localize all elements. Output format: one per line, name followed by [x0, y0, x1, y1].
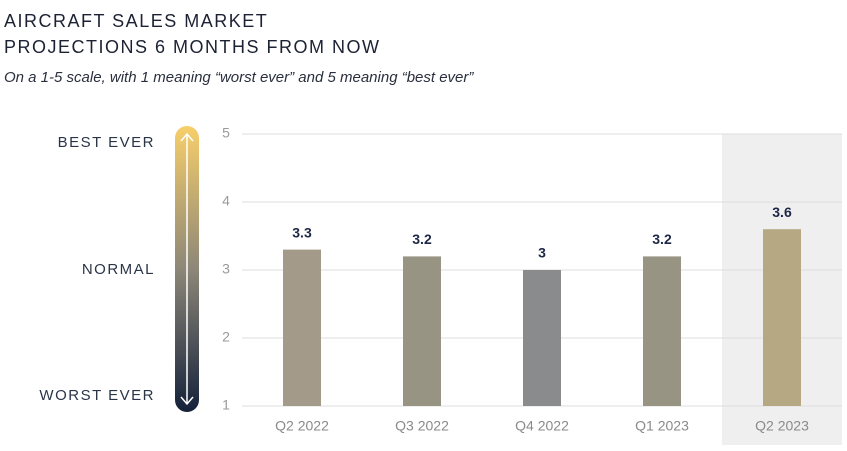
y-tick-label: 5 [222, 125, 230, 141]
scale-label: BEST EVER [58, 134, 155, 151]
value-label: 3.6 [772, 204, 792, 220]
scale-label: WORST EVER [39, 387, 155, 404]
x-tick-label: Q2 2023 [755, 418, 809, 434]
y-tick-label: 1 [222, 397, 230, 413]
scale-label: NORMAL [82, 261, 155, 278]
bar [403, 256, 441, 406]
y-tick-label: 4 [222, 193, 230, 209]
x-tick-label: Q1 2023 [635, 418, 689, 434]
chart-title: AIRCRAFT SALES MARKET [4, 11, 268, 31]
chart-subtitle: On a 1-5 scale, with 1 meaning “worst ev… [4, 69, 474, 86]
value-label: 3.2 [652, 231, 672, 247]
chart-title: PROJECTIONS 6 MONTHS FROM NOW [4, 37, 381, 57]
x-tick-label: Q4 2022 [515, 418, 569, 434]
x-tick-label: Q3 2022 [395, 418, 449, 434]
scale-arrow [175, 126, 199, 412]
bar [763, 229, 801, 406]
bar [283, 249, 321, 406]
bar [523, 270, 561, 406]
x-tick-label: Q2 2022 [275, 418, 329, 434]
value-label: 3 [538, 245, 546, 261]
y-tick-label: 3 [222, 261, 230, 277]
value-label: 3.3 [292, 224, 312, 240]
y-tick-label: 2 [222, 329, 230, 345]
value-label: 3.2 [412, 231, 432, 247]
bar [643, 256, 681, 406]
